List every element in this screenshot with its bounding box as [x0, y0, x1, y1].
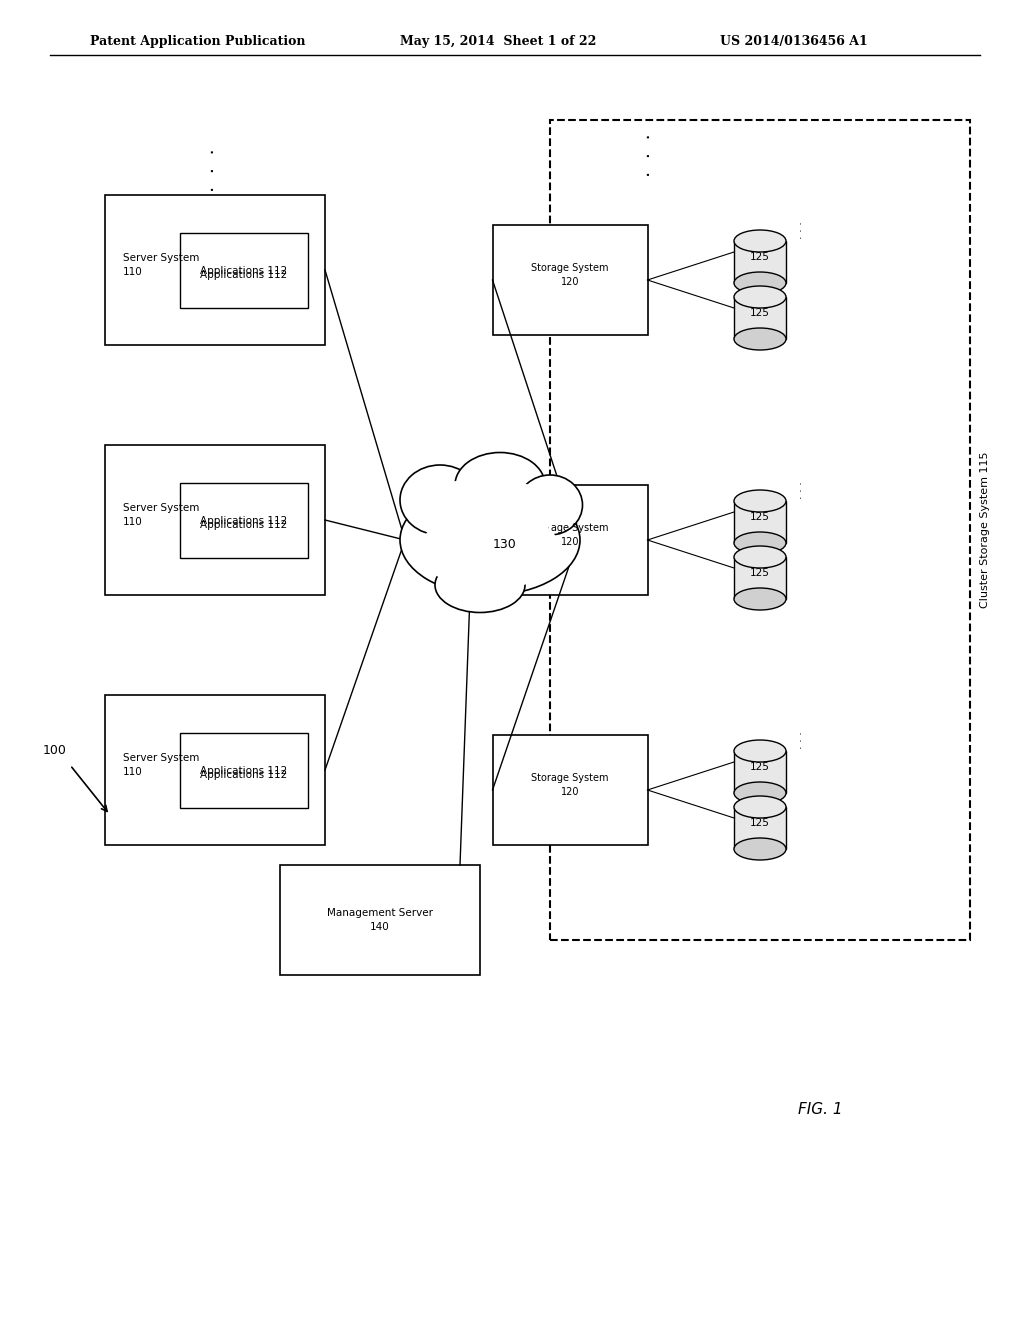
Text: 100: 100	[43, 743, 67, 756]
Text: ·  ·  ·: · · ·	[206, 148, 224, 191]
Text: 125: 125	[750, 818, 770, 828]
Ellipse shape	[460, 483, 560, 537]
FancyBboxPatch shape	[734, 502, 786, 543]
Ellipse shape	[734, 838, 786, 861]
FancyBboxPatch shape	[280, 865, 480, 975]
Text: Applications 112: Applications 112	[201, 770, 288, 780]
Ellipse shape	[734, 230, 786, 252]
Ellipse shape	[734, 546, 786, 568]
Ellipse shape	[734, 490, 786, 512]
Ellipse shape	[435, 557, 525, 612]
Ellipse shape	[420, 510, 560, 590]
Ellipse shape	[400, 465, 480, 535]
Text: Management Server
140: Management Server 140	[327, 908, 433, 932]
Text: Storage System
120: Storage System 120	[531, 524, 608, 546]
FancyBboxPatch shape	[105, 195, 325, 345]
Text: 125: 125	[750, 762, 770, 772]
FancyBboxPatch shape	[180, 234, 308, 308]
Ellipse shape	[734, 796, 786, 818]
Text: 125: 125	[750, 252, 770, 261]
FancyBboxPatch shape	[734, 751, 786, 793]
Ellipse shape	[517, 475, 583, 535]
FancyBboxPatch shape	[105, 696, 325, 845]
Text: Server System
110: Server System 110	[123, 754, 200, 776]
FancyBboxPatch shape	[734, 557, 786, 599]
Text: Storage System
120: Storage System 120	[531, 264, 608, 286]
FancyBboxPatch shape	[734, 297, 786, 339]
Ellipse shape	[415, 480, 525, 540]
FancyBboxPatch shape	[180, 733, 308, 808]
Ellipse shape	[734, 781, 786, 804]
Text: FIG. 1: FIG. 1	[798, 1102, 843, 1118]
Text: 130: 130	[494, 539, 517, 552]
Text: Server System
110: Server System 110	[123, 503, 200, 527]
Ellipse shape	[455, 453, 545, 517]
Text: Applications 112: Applications 112	[201, 516, 288, 525]
FancyBboxPatch shape	[493, 484, 647, 595]
Text: Server System
110: Server System 110	[123, 253, 200, 277]
Text: 125: 125	[750, 308, 770, 318]
Text: Applications 112: Applications 112	[201, 520, 288, 529]
Text: May 15, 2014  Sheet 1 of 22: May 15, 2014 Sheet 1 of 22	[400, 36, 596, 48]
Ellipse shape	[734, 532, 786, 554]
Ellipse shape	[734, 286, 786, 308]
Text: 125: 125	[750, 568, 770, 578]
Text: Applications 112: Applications 112	[201, 766, 288, 776]
Text: US 2014/0136456 A1: US 2014/0136456 A1	[720, 36, 867, 48]
Ellipse shape	[734, 327, 786, 350]
FancyBboxPatch shape	[493, 224, 647, 335]
Text: Cluster Storage System 115: Cluster Storage System 115	[980, 451, 990, 609]
FancyBboxPatch shape	[734, 807, 786, 849]
Text: Storage System
120: Storage System 120	[531, 774, 608, 796]
Text: ·  ·  ·: · · ·	[640, 133, 659, 177]
FancyBboxPatch shape	[180, 483, 308, 558]
Text: Applications 112: Applications 112	[201, 265, 288, 276]
Text: · · ·: · · ·	[797, 220, 807, 239]
Ellipse shape	[734, 272, 786, 294]
Text: Patent Application Publication: Patent Application Publication	[90, 36, 305, 48]
FancyBboxPatch shape	[105, 445, 325, 595]
Ellipse shape	[734, 741, 786, 762]
Text: 125: 125	[750, 512, 770, 521]
Text: · · ·: · · ·	[797, 731, 807, 748]
FancyBboxPatch shape	[493, 735, 647, 845]
Ellipse shape	[400, 484, 580, 595]
FancyBboxPatch shape	[734, 242, 786, 282]
Ellipse shape	[734, 587, 786, 610]
Text: · · ·: · · ·	[797, 480, 807, 499]
Text: Applications 112: Applications 112	[201, 269, 288, 280]
